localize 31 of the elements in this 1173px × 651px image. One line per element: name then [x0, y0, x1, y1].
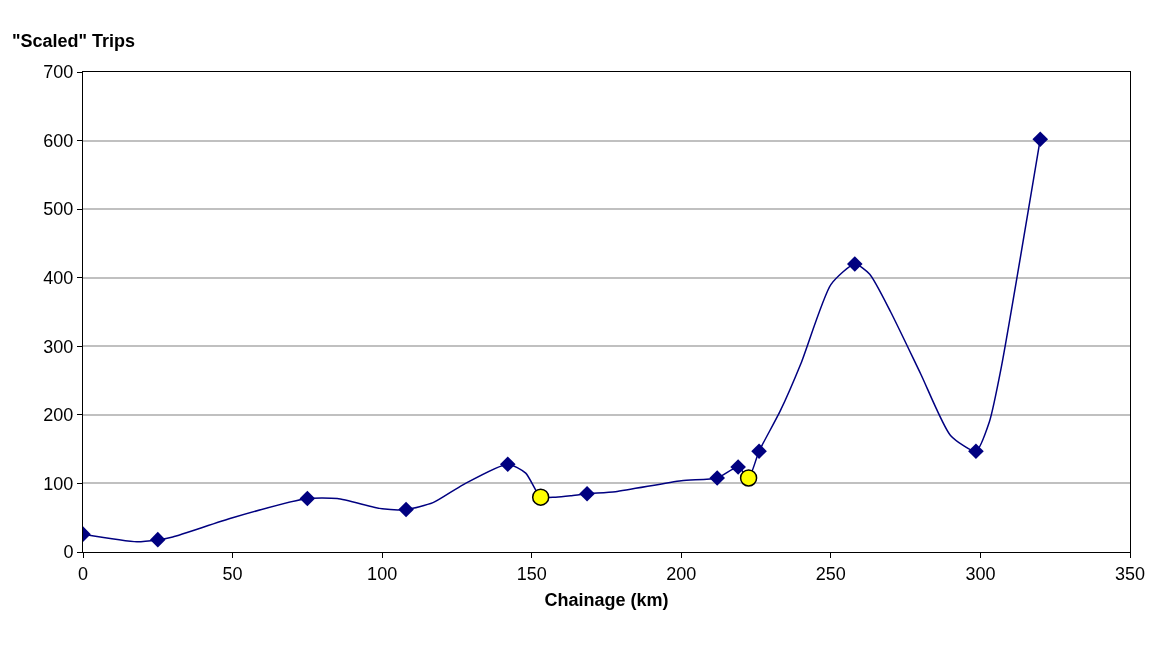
- point: [579, 485, 595, 502]
- point: [531, 488, 550, 506]
- y-tick-label: 600: [43, 130, 74, 151]
- y-tick-label: 700: [43, 62, 74, 83]
- x-tick-label: 50: [222, 563, 243, 584]
- y-tick-label: 200: [43, 405, 74, 426]
- point: [299, 490, 316, 507]
- point: [499, 456, 516, 473]
- point: [398, 501, 414, 518]
- x-axis-title: Chainage (km): [544, 589, 669, 610]
- x-tick-label: 250: [815, 563, 846, 584]
- point: [709, 470, 725, 486]
- point: [751, 443, 767, 459]
- point: [149, 531, 166, 548]
- y-tick-label: 400: [43, 268, 74, 289]
- point: [739, 469, 758, 487]
- y-tick-label: 300: [43, 336, 74, 357]
- x-tick-label: 350: [1114, 563, 1146, 584]
- y-tick-label: 0: [63, 542, 74, 563]
- x-tick-label: 150: [516, 563, 547, 584]
- x-tick-label: 100: [367, 563, 398, 584]
- point: [1032, 131, 1049, 147]
- y-tick-label: 500: [43, 199, 74, 220]
- y-axis-title: "Scaled" Trips: [12, 31, 136, 51]
- point: [968, 443, 984, 459]
- point: [846, 256, 863, 272]
- point: [730, 459, 746, 475]
- y-tick-label: 100: [43, 473, 74, 494]
- x-tick-label: 300: [965, 563, 996, 584]
- x-tick-label: 200: [666, 563, 697, 584]
- x-tick-label: 0: [77, 563, 89, 584]
